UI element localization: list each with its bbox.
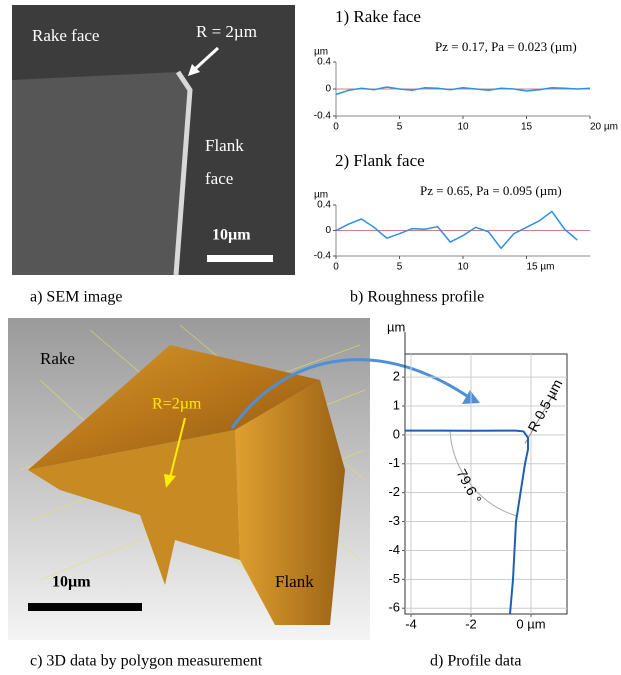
- x-tick-label: 15: [521, 122, 533, 133]
- data-line: [336, 87, 590, 94]
- caption: d) Profile data: [430, 653, 522, 670]
- y-tick-label: 0: [325, 225, 331, 236]
- x-tick-label: 20 µm: [590, 122, 618, 133]
- x-tick-label: 0: [333, 122, 339, 133]
- y-tick-label: -0.4: [314, 251, 332, 262]
- y-tick-label: -3: [388, 513, 400, 528]
- x-tick-label: 5: [397, 122, 403, 133]
- x-tick-label: 5: [397, 262, 403, 273]
- y-tick-label: -0.4: [314, 111, 332, 122]
- y-axis-label: µm: [387, 319, 405, 334]
- data-line: [405, 431, 528, 614]
- caption: c) 3D data by polygon measurement: [30, 653, 263, 670]
- chart-title: 2) Flank face: [335, 151, 425, 170]
- x-tick-label: -4: [405, 616, 417, 631]
- y-tick-label: -6: [388, 600, 400, 615]
- y-tick-label: -4: [388, 542, 400, 557]
- y-tick-label: 2: [393, 369, 400, 384]
- x-tick-label: -2: [465, 616, 477, 631]
- x-tick-label: 0: [333, 262, 339, 273]
- sem-image: Rake face R = 2µm Flank face 10µm: [12, 5, 295, 275]
- scale-label: 10µm: [212, 227, 251, 244]
- y-tick-label: 0.4: [317, 200, 331, 211]
- y-tick-label: 1: [393, 397, 400, 412]
- scale-label: 10µm: [52, 574, 91, 591]
- x-tick-label: 15 µm: [527, 262, 555, 273]
- y-tick-label: -1: [388, 455, 400, 470]
- chart-title: 1) Rake face: [335, 7, 421, 26]
- y-tick-label: -5: [388, 571, 400, 586]
- annotation: 79.6 °: [453, 466, 484, 506]
- label: Rake: [40, 349, 75, 368]
- caption: a) SEM image: [30, 289, 122, 306]
- y-tick-label: 0: [393, 426, 400, 441]
- x-tick-label: 10: [457, 122, 469, 133]
- caption: b) Roughness profile: [350, 289, 484, 306]
- label: R=2µm: [152, 396, 202, 413]
- y-tick-label: 0.4: [317, 57, 331, 68]
- chart-subtitle: Pz = 0.17, Pa = 0.023 (µm): [435, 39, 577, 54]
- data-line: [336, 211, 577, 248]
- x-tick-label: 0 µm: [516, 616, 545, 631]
- y-tick-label: 0: [325, 84, 331, 95]
- label: Rake face: [32, 26, 99, 45]
- label: face: [205, 169, 233, 188]
- label: Flank: [205, 136, 244, 155]
- y-tick-label: -2: [388, 484, 400, 499]
- label: R = 2µm: [196, 22, 257, 41]
- figure: Rake face R = 2µm Flank face 10µm a) SEM…: [0, 0, 621, 675]
- label: Flank: [275, 572, 314, 591]
- chart-subtitle: Pz = 0.65, Pa = 0.095 (µm): [420, 183, 562, 198]
- x-tick-label: 10: [457, 262, 469, 273]
